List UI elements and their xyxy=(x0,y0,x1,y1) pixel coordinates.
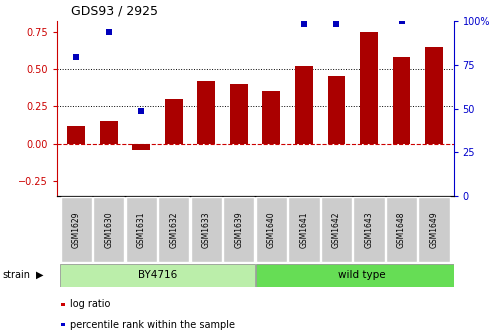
FancyBboxPatch shape xyxy=(386,197,417,262)
Point xyxy=(138,108,145,114)
FancyBboxPatch shape xyxy=(321,197,352,262)
Text: GSM1639: GSM1639 xyxy=(234,211,244,248)
Text: percentile rank within the sample: percentile rank within the sample xyxy=(70,320,236,330)
Text: GSM1642: GSM1642 xyxy=(332,211,341,248)
Bar xyxy=(425,47,443,143)
Text: GSM1640: GSM1640 xyxy=(267,211,276,248)
FancyBboxPatch shape xyxy=(353,197,385,262)
Point xyxy=(430,15,438,21)
FancyBboxPatch shape xyxy=(419,197,450,262)
FancyBboxPatch shape xyxy=(60,263,255,287)
FancyBboxPatch shape xyxy=(93,197,124,262)
Bar xyxy=(327,76,346,143)
Text: GSM1629: GSM1629 xyxy=(71,211,81,248)
Point xyxy=(72,54,80,60)
Point xyxy=(365,9,373,15)
FancyBboxPatch shape xyxy=(158,197,189,262)
Text: GSM1649: GSM1649 xyxy=(429,211,439,248)
Bar xyxy=(360,32,378,143)
Text: GSM1632: GSM1632 xyxy=(169,211,178,248)
FancyBboxPatch shape xyxy=(288,197,319,262)
Bar xyxy=(100,121,118,143)
Bar xyxy=(165,99,183,143)
Text: GDS93 / 2925: GDS93 / 2925 xyxy=(71,5,158,18)
Text: log ratio: log ratio xyxy=(70,299,111,309)
FancyBboxPatch shape xyxy=(256,263,466,287)
Text: BY4716: BY4716 xyxy=(138,270,177,280)
Bar xyxy=(197,81,215,143)
Bar xyxy=(230,84,248,143)
Point xyxy=(300,22,308,27)
Text: GSM1631: GSM1631 xyxy=(137,211,146,248)
Bar xyxy=(132,143,150,150)
FancyBboxPatch shape xyxy=(191,197,222,262)
Point xyxy=(170,9,178,15)
Bar xyxy=(392,57,411,143)
Bar xyxy=(262,91,281,143)
Point xyxy=(203,0,211,4)
Text: GSM1630: GSM1630 xyxy=(104,211,113,248)
Text: strain: strain xyxy=(2,270,31,280)
Point xyxy=(235,4,243,9)
Bar xyxy=(295,66,313,143)
Bar xyxy=(67,126,85,143)
FancyBboxPatch shape xyxy=(256,197,287,262)
Text: GSM1648: GSM1648 xyxy=(397,211,406,248)
Point xyxy=(105,29,113,34)
Point xyxy=(267,15,275,21)
Point xyxy=(332,22,340,27)
Bar xyxy=(61,324,65,326)
Bar xyxy=(61,303,65,305)
FancyBboxPatch shape xyxy=(61,197,92,262)
Text: GSM1643: GSM1643 xyxy=(364,211,374,248)
Text: GSM1641: GSM1641 xyxy=(299,211,309,248)
Text: ▶: ▶ xyxy=(36,270,43,280)
Text: wild type: wild type xyxy=(338,270,386,280)
Text: GSM1633: GSM1633 xyxy=(202,211,211,248)
FancyBboxPatch shape xyxy=(223,197,254,262)
FancyBboxPatch shape xyxy=(126,197,157,262)
Point xyxy=(397,18,405,24)
